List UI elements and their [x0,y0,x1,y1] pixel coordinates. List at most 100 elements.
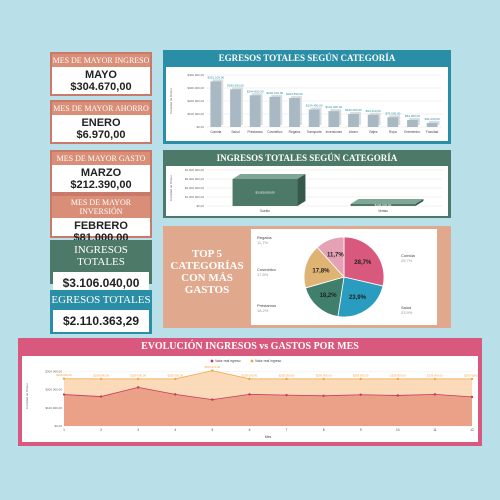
bar [328,111,340,127]
data-point [396,377,400,381]
ingresos-totales-card: INGRESOS TOTALES $3.106.040,00 [50,240,152,294]
slice-percent-label: 23,9% [349,295,367,301]
bar [387,117,399,127]
kpi-title: MES DE MAYOR AHORRO [52,102,150,115]
x-tick-label: Viajes [369,130,378,134]
y-tick-label: $1.000.000,00 [185,195,205,199]
legend-label: Valor real egreso [215,359,241,363]
x-tick-label: Sueldo [260,209,270,213]
x-tick-label: Comida [210,130,221,134]
y-axis-label: Cantidad de Dinero [25,383,29,409]
ingresos-totales-label: INGRESOS TOTALES [74,244,128,268]
data-point [174,393,177,396]
x-tick-label: 1 [63,428,65,432]
data-label: $290.950,00 [227,83,244,87]
data-label: $259.000,00 [242,373,258,377]
slice-value-label: 28,7% [401,258,413,263]
ingresos-panel-title: INGRESOS TOTALES SEGÚN CATEGORÍA [216,153,398,163]
x-tick-label: 5 [211,428,213,432]
x-tick-label: Préstamos [248,130,264,134]
y-axis-label: Cantidad de Dinero [169,175,173,201]
data-point [248,377,251,381]
data-point [62,377,66,380]
egresos-totales-card: EGRESOS TOTALES $2.110.363,29 [50,290,152,334]
series-line [63,386,473,401]
kpi-month: ENERO [81,117,121,129]
slice-value-label: 17,8% [257,272,269,277]
slice-percent-label: 28,7% [354,260,372,266]
bar [426,122,438,127]
data-point [62,393,66,396]
kpi-month: FEBRERO [74,220,128,232]
x-tick-label: Regalos [289,130,301,134]
data-label: $259.000,00 [316,373,332,377]
slice-value-label: 11,7% [257,240,268,245]
y-tick-label: $300.000,00 [45,369,62,373]
data-label: $75.000,00 [385,111,400,115]
bar [348,114,359,127]
data-point [470,377,474,381]
bar [230,89,241,127]
x-tick-label: Ventas [378,209,388,213]
kpi-mayor-ahorro: MES DE MAYOR AHORRO ENERO $6.970,00 [50,100,152,144]
series-line [63,370,472,380]
slice-name-label: Salud [401,305,411,310]
bar [367,114,379,127]
pie-slice [316,236,345,279]
data-point [99,395,103,398]
bar [269,96,281,127]
data-point [174,377,177,381]
bar-top [350,199,424,204]
bar [308,109,320,127]
data-label: $259.000,00 [130,373,146,377]
x-tick-label: 2 [100,428,102,432]
data-label: $259.000,00 [427,373,443,377]
legend-marker [250,359,254,363]
kpi-month: MAYO [85,69,117,81]
y-tick-label: $0,00 [196,125,204,129]
y-tick-label: $100.000,00 [187,112,204,116]
data-label: $232.100,00 [266,91,283,95]
legend-marker [210,359,214,363]
x-tick-label: 10 [396,428,400,432]
data-label: $259.000,00 [56,373,72,377]
evolucion-area-chart: Cantidad de Dinero $300.000,00 $200.000,00… [22,356,478,442]
kpi-amount: $6.970,00 [76,129,126,141]
y-tick-label: $0,00 [196,204,204,208]
x-tick-label: 12 [470,428,474,432]
data-label: $259.000,00 [279,373,295,377]
bar [210,81,222,127]
ingresos-categoria-panel: INGRESOS TOTALES SEGÚN CATEGORÍA Cantida… [163,150,451,218]
slice-name-label: Préstamos [257,303,276,308]
data-point [322,394,325,398]
egresos-categoria-panel: EGRESOS TOTALES SEGÚN CATEGORÍA Cantidad… [163,50,451,144]
pie-slice [343,236,385,287]
egresos-totales-value: $2.110.363,29 [53,310,149,332]
data-label: $259.000,00 [390,373,406,377]
bar [249,95,261,127]
y-tick-label: $2.000.000,00 [185,186,205,190]
kpi-month: MARZO [80,167,122,179]
slice-percent-label: 18,2% [320,293,338,299]
x-tick-label: Inversiones [326,130,343,134]
data-point [99,377,103,381]
data-label: $31.000,00 [425,117,440,121]
data-label: $94.410,00 [366,109,381,113]
x-tick-label: Salud [231,130,239,134]
series-area [64,387,472,426]
pie-slice [337,276,384,318]
ingresos-totales-value: $3.106.040,00 [53,272,149,294]
top5-title: TOP 5 CATEGORÍAS CON MÁS GASTOS [170,248,244,296]
bar [350,204,416,206]
kpi-amount: $304.670,00 [70,81,132,93]
x-tick-label: 4 [174,428,176,432]
kpi-mayor-gasto: MES DE MAYOR GASTO MARZO $212.390,00 [50,150,152,194]
pie-slice [303,246,345,289]
y-tick-label: $3.000.000,00 [185,177,205,181]
y-tick-label: $0,00 [54,424,62,428]
top5-pie-chart: 28,7%Comida28,7%23,9%Salud23,9%18,2%Prés… [251,229,437,325]
evolucion-panel: EVOLUCIÓN INGRESOS vs GASTOS POR MES Can… [18,338,482,446]
data-label: $106.040,00 [375,203,392,207]
x-tick-label: 6 [249,428,251,432]
data-point [136,386,140,389]
